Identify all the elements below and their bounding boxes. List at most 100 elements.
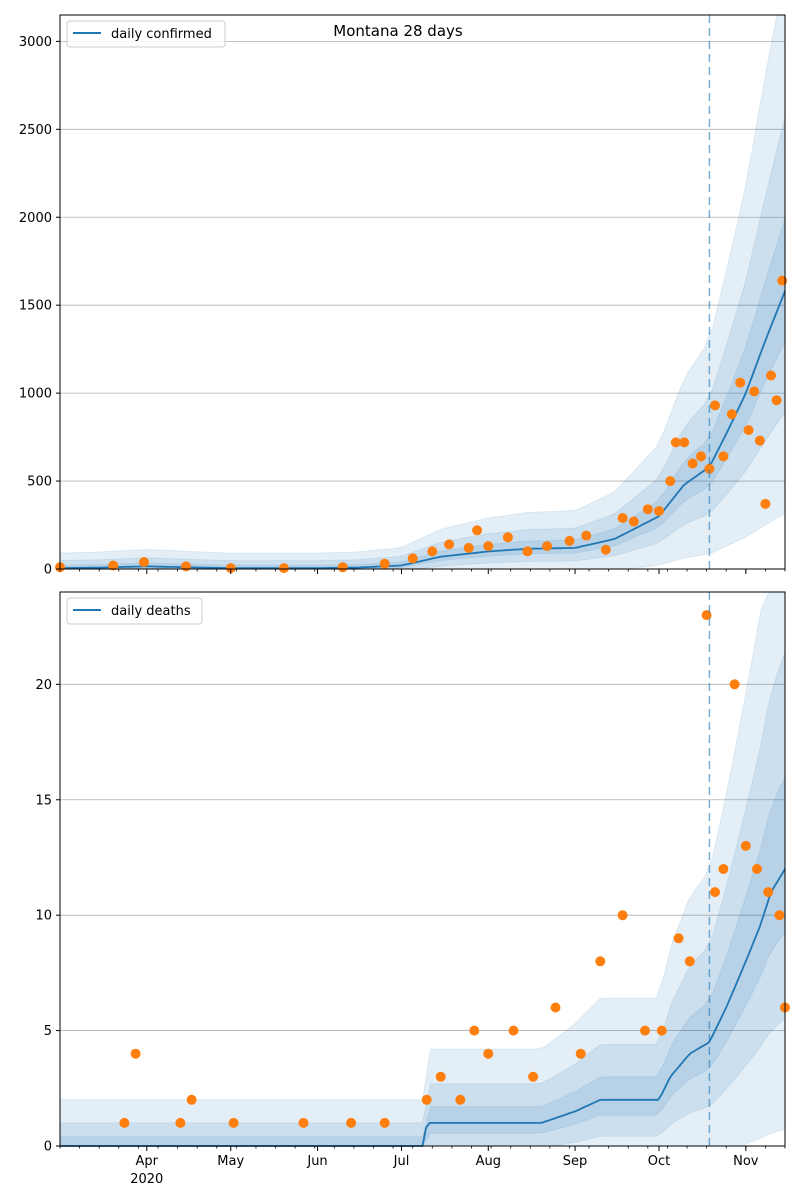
observed-point bbox=[550, 1002, 561, 1013]
observed-point bbox=[575, 1048, 586, 1059]
observed-point bbox=[774, 910, 785, 921]
y-tick-label: 2000 bbox=[19, 211, 52, 226]
x-tick-label: Jun bbox=[306, 1154, 327, 1169]
observed-point bbox=[421, 1094, 432, 1105]
y-tick-label: 0 bbox=[44, 563, 52, 578]
y-tick-label: 20 bbox=[35, 678, 52, 693]
observed-point bbox=[528, 1071, 539, 1082]
y-tick-label: 15 bbox=[35, 793, 52, 808]
observed-point bbox=[766, 370, 776, 381]
observed-point bbox=[754, 435, 765, 446]
observed-point bbox=[617, 910, 628, 921]
observed-point bbox=[743, 425, 754, 436]
observed-point bbox=[777, 275, 788, 286]
observed-point bbox=[749, 386, 760, 397]
observed-point bbox=[673, 933, 684, 944]
y-tick-label: 1000 bbox=[19, 387, 52, 402]
observed-point bbox=[508, 1025, 519, 1036]
observed-point bbox=[687, 458, 698, 469]
observed-point bbox=[483, 541, 494, 552]
deaths-x-axis: Apr 2020 May Jun Jul Aug Sep Oct Nov bbox=[59, 1146, 786, 1187]
observed-point bbox=[472, 525, 483, 536]
observed-point bbox=[718, 451, 729, 462]
chart-title: Montana 28 days bbox=[333, 22, 463, 40]
observed-point bbox=[427, 546, 438, 557]
observed-point bbox=[684, 956, 695, 967]
observed-point bbox=[542, 541, 553, 552]
observed-point bbox=[278, 563, 289, 574]
y-tick-label: 3000 bbox=[19, 35, 52, 50]
observed-point bbox=[704, 463, 715, 474]
observed-point bbox=[444, 539, 455, 550]
observed-point bbox=[186, 1094, 197, 1105]
x-tick-label: May bbox=[217, 1154, 244, 1169]
x-tick-label: Oct bbox=[648, 1154, 670, 1169]
observed-point bbox=[175, 1117, 186, 1128]
observed-point bbox=[379, 1117, 390, 1128]
observed-point bbox=[729, 679, 740, 690]
legend-label-daily-deaths: daily deaths bbox=[111, 604, 191, 619]
observed-point bbox=[640, 1025, 650, 1036]
observed-point bbox=[628, 516, 639, 527]
observed-point bbox=[763, 887, 774, 898]
confirmed-y-axis: 0 500 1000 1500 2000 2500 3000 bbox=[19, 35, 60, 578]
observed-point bbox=[726, 409, 737, 420]
observed-point bbox=[463, 542, 474, 553]
y-tick-label: 5 bbox=[44, 1024, 52, 1039]
deaths-panel: 0 5 10 15 20 Apr 2020 May Jun Jul Aug Sep Oct Nov da… bbox=[35, 591, 790, 1187]
observed-point bbox=[130, 1048, 141, 1059]
observed-point bbox=[407, 553, 418, 564]
observed-point bbox=[119, 1117, 130, 1128]
observed-point bbox=[181, 561, 191, 572]
x-tick-label: Aug bbox=[476, 1154, 501, 1169]
x-tick-year-label: 2020 bbox=[130, 1172, 163, 1187]
confirmed-median-line bbox=[60, 290, 786, 569]
observed-point bbox=[581, 530, 592, 541]
observed-point bbox=[654, 506, 664, 516]
y-tick-label: 0 bbox=[44, 1140, 52, 1155]
observed-point bbox=[718, 864, 729, 874]
y-tick-label: 500 bbox=[27, 475, 52, 490]
x-tick-label: Nov bbox=[733, 1154, 759, 1169]
observed-point bbox=[696, 451, 706, 462]
deaths-observed-points bbox=[119, 610, 790, 1128]
observed-point bbox=[108, 560, 119, 571]
observed-point bbox=[469, 1025, 480, 1036]
confirmed-x-ticks bbox=[59, 569, 786, 574]
observed-point bbox=[740, 840, 751, 851]
observed-point bbox=[771, 395, 782, 406]
y-tick-label: 1500 bbox=[19, 299, 52, 314]
observed-point bbox=[346, 1117, 357, 1128]
confirmed-panel: 0 500 1000 1500 2000 2500 3000 Montana 28 days… bbox=[19, 14, 788, 578]
observed-point bbox=[656, 1025, 667, 1036]
observed-point bbox=[752, 864, 762, 874]
observed-point bbox=[710, 400, 720, 411]
observed-point bbox=[564, 535, 575, 546]
legend-label-daily-confirmed: daily confirmed bbox=[111, 27, 212, 42]
observed-point bbox=[595, 956, 606, 967]
deaths-y-axis: 0 5 10 15 20 bbox=[35, 678, 60, 1155]
y-tick-label: 10 bbox=[35, 909, 52, 924]
confirmed-observed-points bbox=[55, 275, 788, 574]
confirmed-legend: daily confirmed bbox=[66, 20, 226, 48]
observed-point bbox=[228, 1117, 239, 1128]
x-tick-label: Apr bbox=[136, 1154, 159, 1169]
observed-point bbox=[617, 513, 628, 523]
observed-point bbox=[483, 1048, 494, 1059]
observed-point bbox=[522, 546, 533, 557]
observed-point bbox=[502, 532, 513, 543]
observed-point bbox=[642, 504, 653, 515]
observed-point bbox=[600, 544, 611, 555]
observed-point bbox=[298, 1117, 309, 1128]
observed-point bbox=[665, 476, 676, 487]
observed-point bbox=[710, 887, 720, 898]
observed-point bbox=[760, 498, 771, 509]
x-tick-label: Sep bbox=[563, 1154, 588, 1169]
observed-point bbox=[670, 437, 681, 448]
observed-point bbox=[379, 558, 390, 569]
observed-point bbox=[435, 1071, 446, 1082]
observed-point bbox=[455, 1094, 466, 1105]
observed-point bbox=[679, 437, 690, 448]
median-line bbox=[60, 290, 786, 569]
